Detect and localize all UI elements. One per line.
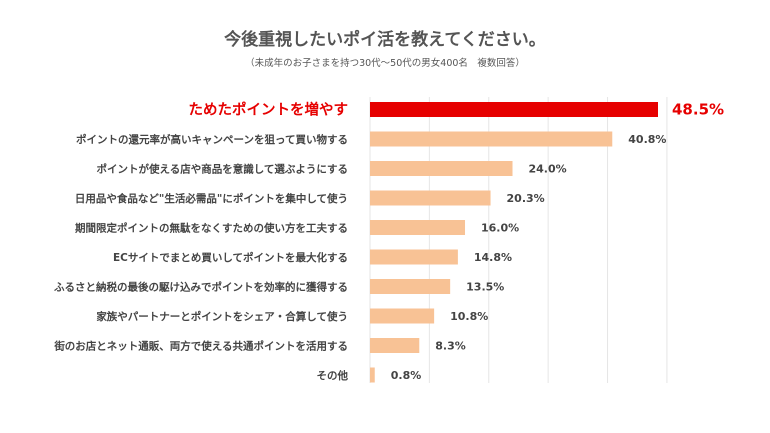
value-label-2: 24.0% [529,163,567,176]
category-labels: ためたポイントを増やすポイントの還元率が高いキャンペーンを狙って買い物するポイン… [53,101,348,383]
value-label-3: 20.3% [507,192,545,205]
bars [370,102,658,383]
category-label-1: ポイントの還元率が高いキャンペーンを狙って買い物する [76,133,348,146]
bar-0 [370,102,658,117]
value-label-6: 13.5% [466,281,504,294]
bar-5 [370,249,458,265]
bar-3 [370,190,491,206]
bar-4 [370,220,466,235]
value-label-8: 8.3% [435,340,466,353]
value-label-9: 0.8% [391,369,422,382]
chart-title: 今後重視したいポイ活を教えてください。 [224,29,546,50]
bar-2 [370,161,513,176]
category-label-9: その他 [317,369,349,382]
category-label-3: 日用品や食品など"生活必需品"にポイントを集中して使う [75,192,348,205]
category-label-0: ためたポイントを増やす [189,101,349,119]
value-labels: 48.5% 40.8% 24.0% 20.3% 16.0% 14.8% 13.5% 10.8%… [391,101,724,383]
value-label-5: 14.8% [474,251,512,264]
category-label-8: 街のお店とネット通販、両方で使える共通ポイントを活用する [53,340,348,353]
bar-1 [370,131,613,147]
bar-6 [370,279,451,294]
category-label-4: 期間限定ポイントの無駄をなくすための使い方を工夫する [75,222,348,235]
bar-9 [370,367,375,383]
bar-8 [370,338,420,353]
value-label-1: 40.8% [628,133,666,146]
chart-subtitle: （未成年のお子さまを持つ30代〜50代の男女400名 複数回答） [245,57,525,69]
category-label-2: ポイントが使える店や商品を意識して選ぶようにする [97,163,348,176]
category-label-5: ECサイトでまとめ買いしてポイントを最大化する [113,251,348,264]
value-label-7: 10.8% [450,310,488,323]
bar-7 [370,308,435,324]
category-label-7: 家族やパートナーとポイントをシェア・合算して使う [96,310,348,323]
value-label-0: 48.5% [672,101,724,119]
category-label-6: ふるさと納税の最後の駆け込みでポイントを効率的に獲得する [54,281,348,294]
value-label-4: 16.0% [481,222,519,235]
